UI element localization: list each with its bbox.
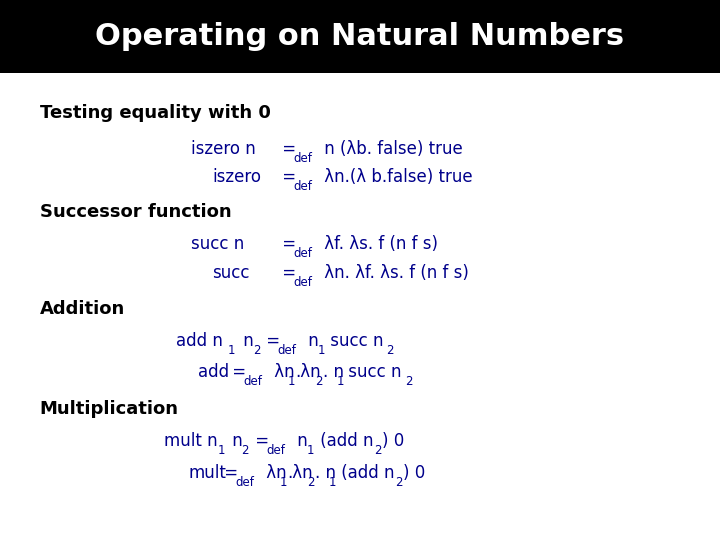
Text: def: def (277, 345, 296, 357)
Text: (add n: (add n (315, 432, 373, 450)
Text: succ n: succ n (191, 235, 244, 253)
Text: def: def (266, 444, 285, 457)
Text: 1: 1 (279, 476, 287, 489)
Text: .λn: .λn (287, 463, 313, 482)
Text: . n: . n (323, 362, 343, 381)
Text: λn. λf. λs. f (n f s): λn. λf. λs. f (n f s) (319, 264, 469, 282)
Text: 2: 2 (395, 476, 402, 489)
Text: ) 0: ) 0 (403, 463, 426, 482)
Text: n: n (303, 332, 319, 350)
Text: =: = (250, 432, 269, 450)
Text: =: = (277, 235, 297, 253)
Text: succ n: succ n (343, 362, 402, 381)
Text: ) 0: ) 0 (382, 432, 404, 450)
Text: 2: 2 (374, 444, 381, 457)
Text: iszero: iszero (212, 168, 261, 186)
Text: add n: add n (176, 332, 223, 350)
Text: λn: λn (269, 362, 295, 381)
Text: .λn: .λn (295, 362, 321, 381)
Text: n: n (227, 432, 243, 450)
Text: λf. λs. f (n f s): λf. λs. f (n f s) (319, 235, 438, 253)
Text: =: = (277, 139, 297, 158)
Text: mult n: mult n (164, 432, 217, 450)
Text: succ n: succ n (325, 332, 384, 350)
Text: 2: 2 (241, 444, 248, 457)
Text: 2: 2 (315, 375, 322, 388)
Text: Addition: Addition (40, 300, 125, 318)
Text: n (λb. false) true: n (λb. false) true (319, 139, 463, 158)
Text: 1: 1 (318, 345, 325, 357)
Text: succ: succ (212, 264, 250, 282)
Text: 1: 1 (307, 444, 314, 457)
Text: 2: 2 (307, 476, 314, 489)
Text: mult: mult (189, 463, 227, 482)
Text: iszero n: iszero n (191, 139, 256, 158)
Text: =: = (219, 463, 238, 482)
Text: =: = (261, 332, 280, 350)
Text: 2: 2 (253, 345, 260, 357)
Text: def: def (293, 152, 312, 165)
Text: n: n (238, 332, 254, 350)
Bar (0, 0, 720, 73)
Text: Operating on Natural Numbers: Operating on Natural Numbers (96, 22, 624, 51)
Text: 1: 1 (228, 345, 235, 357)
Text: (add n: (add n (336, 463, 395, 482)
Text: =: = (227, 362, 246, 381)
Text: add: add (198, 362, 229, 381)
Text: def: def (243, 375, 262, 388)
Text: λn.(λ b.false) true: λn.(λ b.false) true (319, 168, 472, 186)
Text: 2: 2 (405, 375, 412, 388)
Text: def: def (293, 247, 312, 260)
Text: 1: 1 (287, 375, 294, 388)
Text: . n: . n (315, 463, 336, 482)
Text: 1: 1 (336, 375, 343, 388)
Text: 1: 1 (328, 476, 336, 489)
Text: def: def (293, 180, 312, 193)
Text: 1: 1 (217, 444, 225, 457)
Text: def: def (293, 276, 312, 289)
Text: 2: 2 (386, 345, 393, 357)
Text: n: n (292, 432, 308, 450)
Text: Testing equality with 0: Testing equality with 0 (40, 104, 271, 123)
Text: Successor function: Successor function (40, 202, 231, 221)
Text: λn: λn (261, 463, 287, 482)
Text: Multiplication: Multiplication (40, 400, 179, 418)
Text: =: = (277, 168, 297, 186)
Text: def: def (235, 476, 254, 489)
Text: =: = (277, 264, 297, 282)
